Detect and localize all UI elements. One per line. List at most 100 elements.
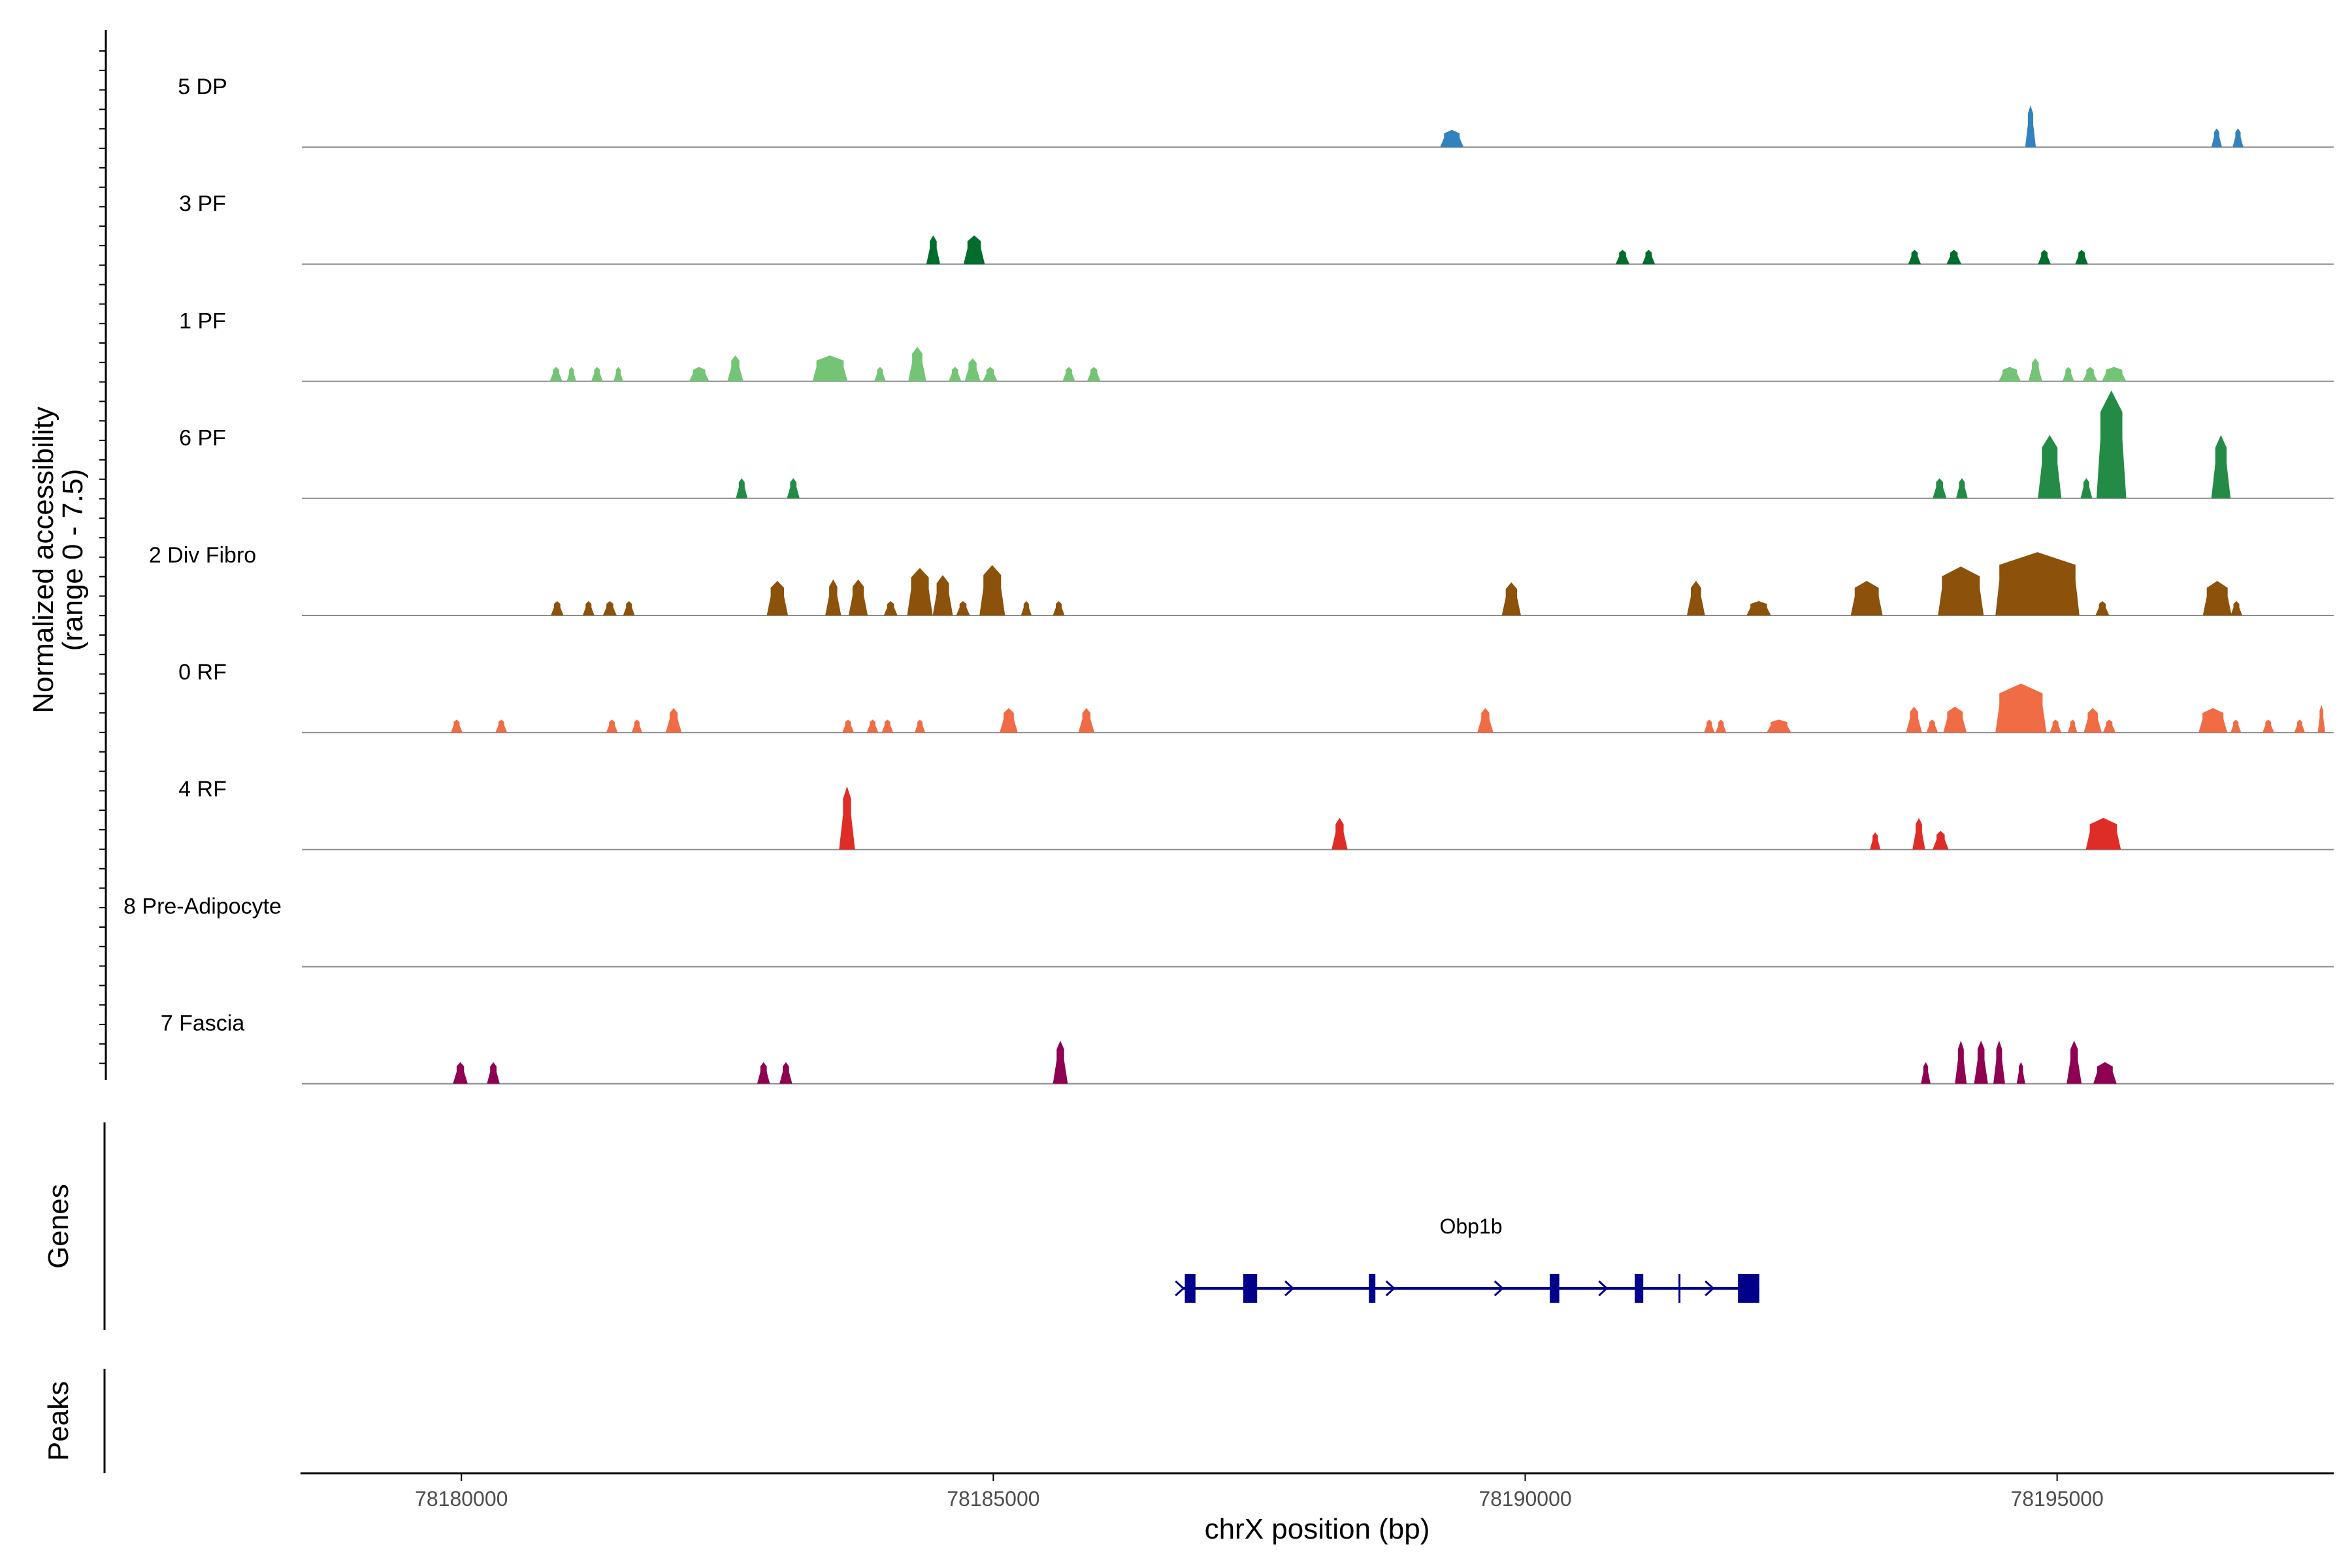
coverage-peak bbox=[963, 235, 985, 265]
coverage-peak bbox=[451, 719, 463, 733]
coverage-peak bbox=[881, 719, 894, 733]
coverage-peak bbox=[1870, 832, 1881, 850]
coverage-peak bbox=[1704, 719, 1715, 733]
coverage-peak bbox=[883, 601, 898, 615]
coverage-peak bbox=[727, 355, 743, 382]
coverage-peak bbox=[1993, 1040, 2005, 1084]
track-label: 5 DP bbox=[178, 74, 227, 99]
coverage-peak bbox=[908, 346, 926, 382]
track-label: 8 Pre-Adipocyte bbox=[123, 894, 282, 919]
gene-exon bbox=[1369, 1274, 1376, 1303]
coverage-peak bbox=[2198, 708, 2228, 733]
coverage-peak bbox=[812, 355, 848, 382]
coverage-peak bbox=[2062, 367, 2074, 382]
coverage-peak bbox=[1933, 478, 1947, 498]
coverage-peak bbox=[613, 367, 623, 382]
coverage-peak bbox=[2317, 705, 2325, 733]
coverage-peak bbox=[2066, 1040, 2082, 1084]
coverage-peak bbox=[2038, 250, 2051, 265]
coverage-peak bbox=[1687, 581, 1705, 615]
coverage-peak bbox=[2083, 708, 2102, 733]
coverage-peak bbox=[2025, 105, 2036, 148]
coverage-peak bbox=[2230, 601, 2242, 615]
coverage-peak bbox=[1955, 1040, 1967, 1084]
coverage-peak bbox=[1716, 719, 1727, 733]
coverage-peak bbox=[2096, 390, 2127, 498]
strand-arrow bbox=[1705, 1280, 1715, 1297]
coverage-peak bbox=[1974, 1040, 1988, 1084]
coverage-peak bbox=[2085, 817, 2121, 850]
coverage-peak bbox=[736, 478, 748, 498]
coverage-peak bbox=[1078, 708, 1095, 733]
coverage-peak bbox=[1477, 708, 1494, 733]
gene-model-obp1b: Obp1b bbox=[1175, 1215, 1759, 1303]
track-3-pf: 3 PF bbox=[179, 191, 2334, 265]
coverage-peak bbox=[1086, 367, 1101, 382]
gene-label: Obp1b bbox=[1439, 1215, 1502, 1238]
coverage-peak bbox=[591, 367, 603, 382]
strand-arrow bbox=[1385, 1280, 1396, 1297]
track-label: 4 RF bbox=[178, 777, 227, 802]
coverage-peak bbox=[1053, 601, 1065, 615]
coverage-peak bbox=[2082, 367, 2098, 382]
x-axis-ticks: 78180000 78185000 78190000 78195000 bbox=[415, 1473, 2104, 1511]
coverage-peak bbox=[495, 719, 508, 733]
coverage-peak bbox=[453, 1062, 468, 1084]
x-tick-label: 78185000 bbox=[947, 1487, 1039, 1511]
track-8-pre-adipocyte: 8 Pre-Adipocyte bbox=[123, 894, 2334, 968]
track-label: 3 PF bbox=[179, 191, 226, 216]
coverage-peak bbox=[1053, 1040, 1068, 1084]
coverage-peak bbox=[2016, 1062, 2025, 1084]
strand-arrow bbox=[1175, 1280, 1185, 1297]
coverage-peak bbox=[1946, 250, 1962, 265]
track-label: 1 PF bbox=[179, 308, 226, 333]
coverage-peak bbox=[757, 1062, 770, 1084]
track-6-pf: 6 PF bbox=[179, 390, 2334, 499]
coverage-peak bbox=[979, 564, 1005, 615]
gene-exon bbox=[1738, 1274, 1759, 1303]
coverage-peak bbox=[602, 601, 617, 615]
coverage-peak bbox=[2028, 358, 2042, 382]
coverage-peak bbox=[551, 601, 564, 615]
coverage-peak bbox=[1767, 719, 1791, 733]
coverage-peak bbox=[2102, 367, 2127, 382]
coverage-peak bbox=[2102, 719, 2116, 733]
coverage-peak bbox=[983, 367, 998, 382]
x-tick-label: 78180000 bbox=[415, 1487, 508, 1511]
coverage-peak bbox=[2262, 719, 2274, 733]
coverage-peak bbox=[2230, 719, 2242, 733]
coverage-peak bbox=[2202, 581, 2232, 615]
coverage-peak bbox=[1906, 706, 1922, 733]
coverage-peak bbox=[1000, 708, 1018, 733]
gene-exon bbox=[1243, 1274, 1258, 1303]
coverage-peak bbox=[1908, 250, 1921, 265]
coverage-peak bbox=[1615, 250, 1630, 265]
track-7-fascia: 7 Fascia bbox=[161, 1011, 2334, 1085]
coverage-peak bbox=[1956, 478, 1968, 498]
coverage-tracks: 5 DP 3 PF 1 PF 6 PF 2 Div Fibro 0 RF 4 RF 8 Pre… bbox=[123, 74, 2334, 1085]
coverage-peak bbox=[1933, 830, 1949, 850]
coverage-peak bbox=[926, 235, 940, 265]
strand-arrow bbox=[1598, 1280, 1609, 1297]
coverage-peak bbox=[1642, 250, 1656, 265]
peaks-panel-label: Peaks bbox=[42, 1381, 74, 1461]
track-label: 7 Fascia bbox=[161, 1011, 245, 1036]
coverage-peak bbox=[2211, 434, 2231, 498]
coverage-peak bbox=[766, 581, 789, 615]
coverage-peak bbox=[2050, 719, 2062, 733]
coverage-peak bbox=[825, 579, 841, 615]
gene-exon bbox=[1550, 1274, 1560, 1303]
coverage-peak bbox=[1501, 582, 1521, 615]
coverage-peak bbox=[907, 568, 933, 615]
coverage-peak bbox=[866, 719, 879, 733]
coverage-peak bbox=[606, 719, 618, 733]
coverage-peak bbox=[1440, 129, 1464, 148]
coverage-peak bbox=[932, 575, 953, 615]
track-5-dp: 5 DP bbox=[178, 74, 2334, 148]
track-1-pf: 1 PF bbox=[179, 308, 2334, 382]
coverage-peak bbox=[1746, 601, 1771, 615]
coverage-peak bbox=[665, 708, 682, 733]
coverage-y-axis-ticks bbox=[99, 50, 106, 1064]
coverage-peak bbox=[2093, 1062, 2117, 1084]
